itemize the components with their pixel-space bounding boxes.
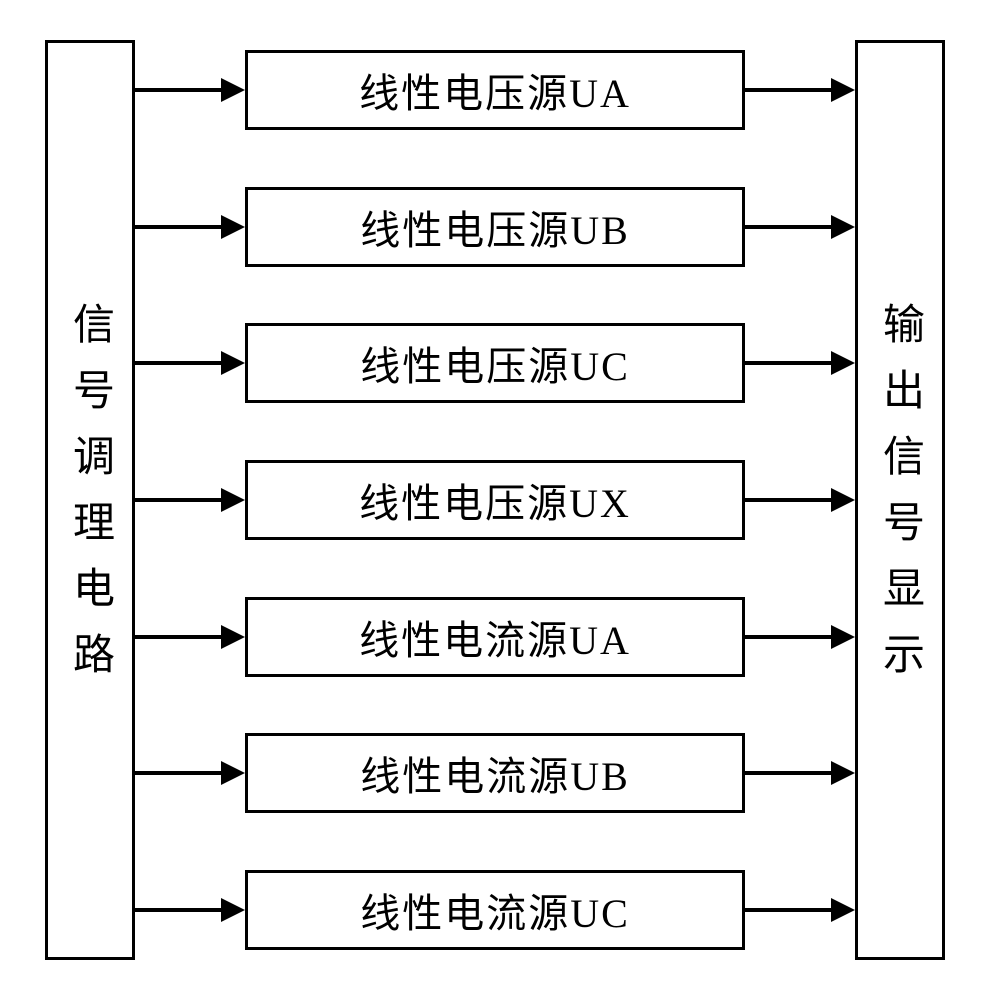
arrow-row bbox=[135, 597, 245, 677]
arrow-right-icon bbox=[135, 635, 245, 639]
arrow-right-icon bbox=[745, 771, 855, 775]
left-block-label: 信号调理电路 bbox=[60, 302, 121, 698]
middle-block-label: 线性电压源UB bbox=[360, 198, 630, 256]
arrow-row bbox=[745, 50, 855, 130]
middle-block-label: 线性电压源UC bbox=[360, 334, 630, 392]
right-block: 输出信号显示 bbox=[855, 40, 945, 960]
arrow-right-icon bbox=[745, 88, 855, 92]
block-diagram: 信号调理电路 线性电压源UA 线性电压源UB 线性电压源UC 线性电压源UX 线… bbox=[45, 40, 945, 960]
middle-block: 线性电压源UB bbox=[245, 187, 745, 267]
arrow-right-icon bbox=[135, 88, 245, 92]
arrow-right-icon bbox=[135, 908, 245, 912]
arrow-row bbox=[135, 460, 245, 540]
arrow-row bbox=[745, 187, 855, 267]
middle-block: 线性电流源UB bbox=[245, 733, 745, 813]
arrow-right-icon bbox=[745, 635, 855, 639]
arrow-row bbox=[135, 323, 245, 403]
arrow-right-icon bbox=[745, 225, 855, 229]
arrow-row bbox=[135, 870, 245, 950]
arrow-right-icon bbox=[135, 361, 245, 365]
middle-block: 线性电压源UX bbox=[245, 460, 745, 540]
arrow-row bbox=[745, 733, 855, 813]
arrow-right-icon bbox=[135, 771, 245, 775]
middle-block: 线性电压源UA bbox=[245, 50, 745, 130]
middle-block-label: 线性电压源UA bbox=[359, 61, 631, 119]
arrow-row bbox=[745, 870, 855, 950]
arrow-row bbox=[745, 323, 855, 403]
arrow-row bbox=[745, 597, 855, 677]
middle-block-label: 线性电流源UB bbox=[360, 744, 630, 802]
arrow-right-icon bbox=[745, 908, 855, 912]
arrow-right-icon bbox=[745, 361, 855, 365]
arrow-row bbox=[745, 460, 855, 540]
middle-block: 线性电压源UC bbox=[245, 323, 745, 403]
arrow-row bbox=[135, 187, 245, 267]
arrow-row bbox=[135, 733, 245, 813]
middle-block-label: 线性电流源UC bbox=[360, 881, 630, 939]
left-block: 信号调理电路 bbox=[45, 40, 135, 960]
arrows-left-column bbox=[135, 50, 245, 950]
middle-blocks-column: 线性电压源UA 线性电压源UB 线性电压源UC 线性电压源UX 线性电流源UA … bbox=[245, 50, 745, 950]
arrow-right-icon bbox=[135, 498, 245, 502]
middle-block: 线性电流源UC bbox=[245, 870, 745, 950]
arrow-right-icon bbox=[745, 498, 855, 502]
arrows-right-column bbox=[745, 50, 855, 950]
middle-block: 线性电流源UA bbox=[245, 597, 745, 677]
middle-block-label: 线性电压源UX bbox=[359, 471, 631, 529]
right-block-label: 输出信号显示 bbox=[870, 302, 931, 698]
arrow-right-icon bbox=[135, 225, 245, 229]
arrow-row bbox=[135, 50, 245, 130]
middle-block-label: 线性电流源UA bbox=[359, 608, 631, 666]
